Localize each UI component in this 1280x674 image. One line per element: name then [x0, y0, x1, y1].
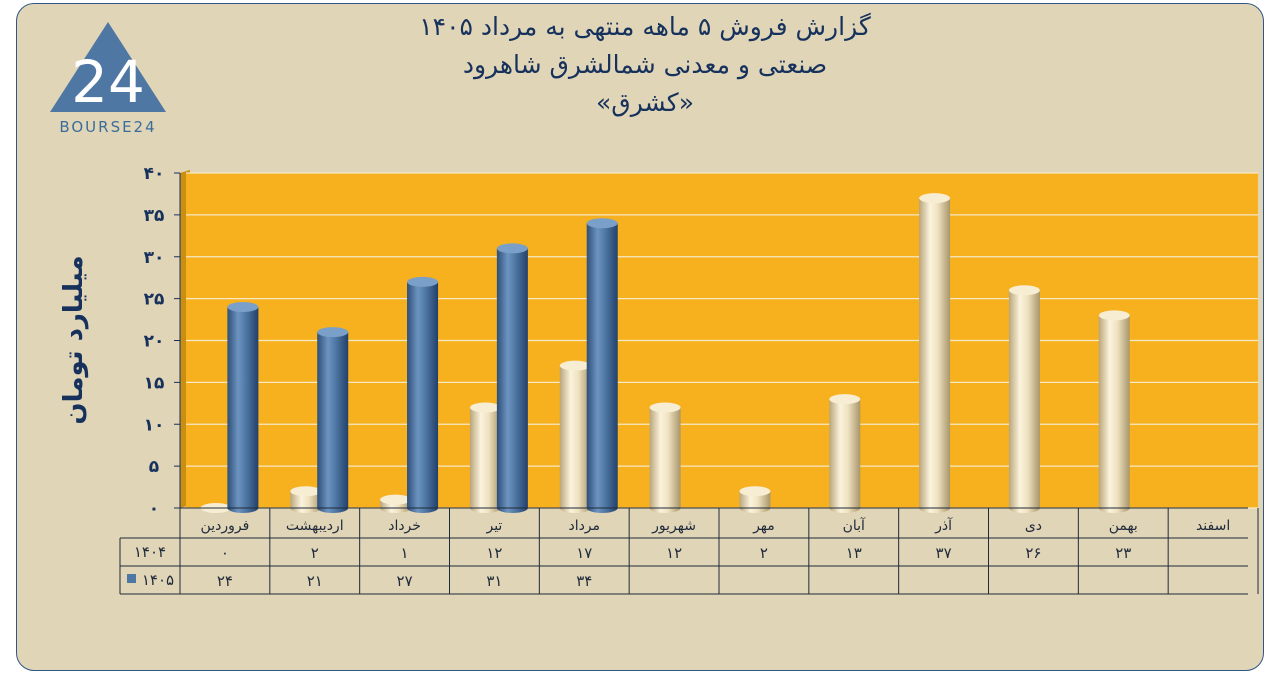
y-tick-label: ۳۵ — [144, 206, 165, 226]
bourse24-logo-icon: 24 — [50, 22, 166, 116]
bar-top — [1008, 285, 1040, 296]
x-category-label: آذر — [934, 517, 953, 534]
x-category-label: خرداد — [388, 518, 421, 534]
x-category-label: فروردین — [201, 518, 250, 534]
y-tick-label: ۵ — [149, 457, 159, 477]
bar-top — [586, 218, 618, 229]
bar-body — [829, 399, 861, 513]
data-label: ۱۷ — [576, 544, 592, 562]
bar-top — [739, 486, 771, 497]
y-tick-label: ۳۰ — [144, 248, 165, 268]
data-label: ۲۱ — [307, 572, 323, 590]
bar-1404 — [649, 402, 681, 513]
x-category-label: آبان — [843, 517, 866, 534]
bar-top — [829, 394, 861, 405]
bar-top — [649, 402, 681, 413]
bar-1404 — [380, 494, 412, 513]
bar-1404 — [829, 394, 861, 513]
bar-top — [380, 494, 412, 505]
bar-1404 — [290, 486, 322, 513]
bar-top — [317, 327, 349, 338]
x-category-label: دی — [1025, 518, 1042, 534]
y-tick-label: ۱۰ — [144, 415, 165, 435]
y-tick-label: ۰ — [149, 499, 159, 519]
data-label: ۲۳ — [1115, 544, 1131, 562]
x-category-label: مهر — [752, 518, 775, 534]
bar-1405 — [407, 276, 439, 513]
legend-1405-label: ۱۴۰۵ — [142, 571, 174, 589]
data-label: ۱۲ — [666, 544, 682, 562]
bar-body — [317, 332, 349, 513]
bar-top — [290, 486, 322, 497]
title-line-2: صنعتی و معدنی شمالشرق شاهرود — [462, 50, 828, 79]
data-label: ۰ — [221, 544, 229, 562]
x-category-label: تیر — [485, 518, 502, 534]
bar-top — [469, 402, 501, 413]
bar-1405 — [317, 327, 349, 513]
bar-body — [1008, 290, 1040, 513]
logo-mark: 24 — [71, 48, 145, 116]
data-label: ۳۱ — [486, 572, 502, 590]
x-category-label: شهریور — [651, 518, 696, 534]
bar-1404 — [739, 486, 771, 513]
bar-body — [227, 307, 259, 513]
data-label: ۲۴ — [217, 572, 233, 590]
data-label: ۲ — [760, 544, 768, 562]
bar-1404 — [559, 360, 591, 513]
x-category-label: مرداد — [568, 518, 600, 534]
legend-1404-label: ۱۴۰۴ — [134, 543, 166, 561]
data-label: ۱۲ — [486, 544, 502, 562]
bar-1404 — [469, 402, 501, 513]
data-label: ۱۳ — [846, 544, 862, 562]
data-label: ۲۷ — [397, 572, 413, 590]
data-label: ۳۷ — [936, 544, 952, 562]
bar-body — [586, 223, 618, 513]
bar-1404 — [1008, 285, 1040, 513]
bar-1404 — [919, 193, 951, 513]
bar-body — [1098, 315, 1130, 513]
title-line-3: «کشرق» — [596, 88, 694, 117]
y-tick-label: ۴۰ — [144, 164, 165, 184]
bar-body — [649, 407, 681, 513]
bar-top — [919, 193, 951, 204]
bar-1405 — [496, 243, 528, 513]
data-label: ۳۴ — [576, 572, 592, 590]
bar-1405 — [227, 302, 259, 513]
legend-1405-swatch — [127, 574, 136, 583]
x-category-label: بهمن — [1109, 518, 1138, 534]
bar-top — [227, 302, 259, 312]
data-label: ۲ — [311, 544, 319, 562]
x-category-label: اسفند — [1196, 518, 1230, 534]
x-category-label: اردیبهشت — [286, 518, 344, 534]
bar-top — [559, 360, 591, 371]
bar-body — [919, 198, 951, 513]
bar-body — [496, 248, 528, 513]
title-line-1: گزارش فروش ۵ ماهه منتهی به مرداد ۱۴۰۵ — [419, 12, 871, 41]
data-label: ۲۶ — [1025, 544, 1041, 562]
bar-top — [407, 276, 439, 287]
chart-title: گزارش فروش ۵ ماهه منتهی به مرداد ۱۴۰۵ صن… — [300, 8, 990, 122]
bar-body — [469, 407, 501, 513]
bar-top — [496, 243, 528, 254]
bar-1404 — [1098, 310, 1130, 513]
bar-1405 — [586, 218, 618, 513]
bar-body — [559, 365, 591, 513]
y-tick-label: ۲۰ — [144, 332, 165, 352]
y-tick-label: ۱۵ — [144, 373, 165, 393]
bar-top — [1098, 310, 1130, 321]
y-tick-label: ۲۵ — [144, 290, 165, 310]
bar-body — [407, 281, 439, 513]
logo-text: BOURSE24 — [59, 118, 157, 136]
data-label: ۱ — [401, 544, 409, 562]
